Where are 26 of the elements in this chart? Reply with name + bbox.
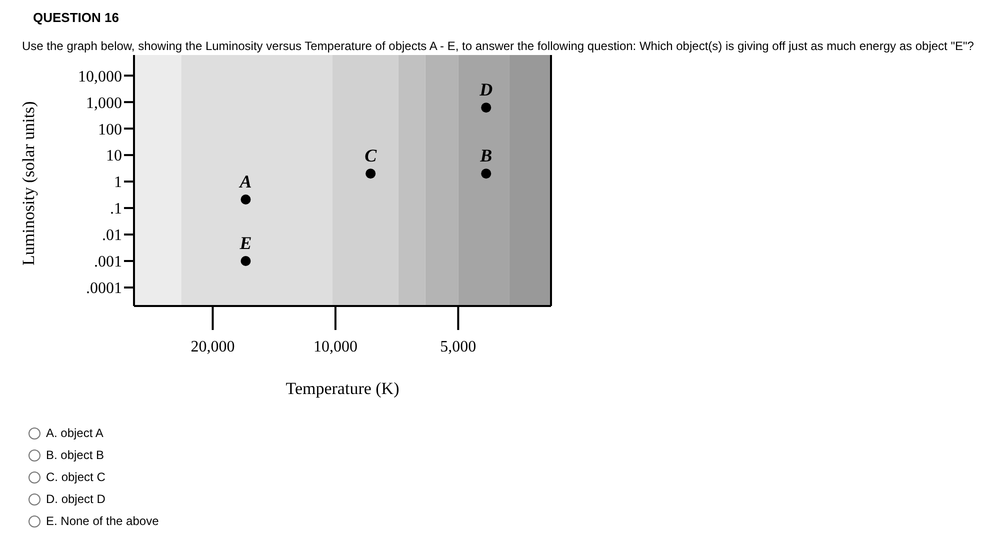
y-tick-label: 1,000 xyxy=(86,94,122,112)
text: D. object D xyxy=(46,492,106,506)
x-tick-label: 20,000 xyxy=(190,338,235,356)
y-tick-label: .0001 xyxy=(86,280,122,298)
y-tick-label: 10 xyxy=(106,148,122,165)
text: E. None of the above xyxy=(46,514,159,528)
annotation: C xyxy=(364,146,378,166)
y-tick-label: 1 xyxy=(114,174,122,192)
annotation: A xyxy=(238,172,252,192)
x-tick-label: 10,000 xyxy=(313,338,358,356)
annotation: E xyxy=(238,233,252,254)
annotation: D xyxy=(478,80,493,100)
y-tick-label: .001 xyxy=(94,254,122,271)
text: C. object C xyxy=(46,470,106,484)
chart-subtitle: Use the graph below, showing the Luminosity versus Temperature of objects A - E, to answer the following question: Which object(s) is giving off just as much energy as object "E"? xyxy=(22,39,974,53)
annotation: B xyxy=(479,146,492,166)
y-axis-title: Luminosity (solar units) xyxy=(19,101,38,266)
chart-title: QUESTION 16 xyxy=(33,10,119,25)
y-tick-label: 100 xyxy=(98,121,122,138)
text: B. object B xyxy=(46,448,104,462)
x-tick-label: 5,000 xyxy=(440,338,476,356)
y-tick-label: 10,000 xyxy=(78,68,122,86)
x-axis-title: Temperature (K) xyxy=(286,379,400,398)
y-tick-label: .01 xyxy=(102,227,122,244)
text: A. object A xyxy=(46,426,104,440)
y-tick-label: .1 xyxy=(110,200,122,218)
